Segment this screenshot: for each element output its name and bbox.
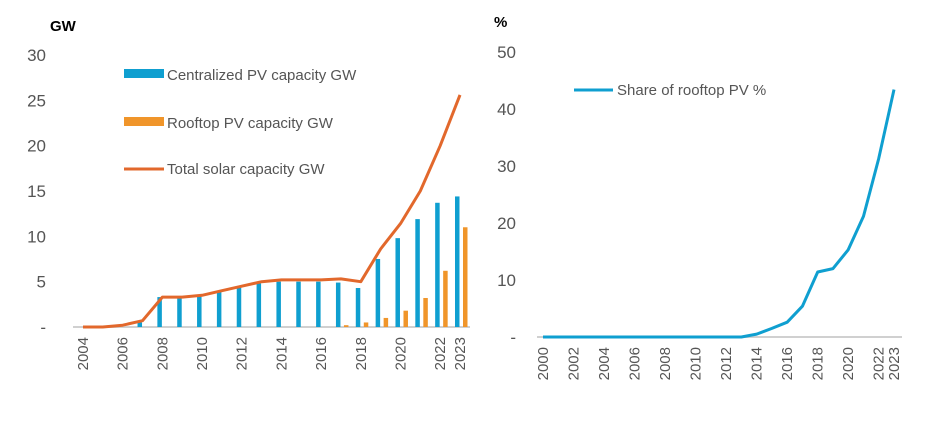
- left-x-tick-label: 2022: [432, 337, 449, 370]
- left-legend: Centralized PV capacity GW Rooftop PV ca…: [124, 67, 357, 178]
- left-bar-centralized: [296, 282, 301, 327]
- left-bar-rooftop: [364, 322, 369, 327]
- left-bar-centralized: [257, 283, 262, 327]
- right-x-tick-label: 2014: [749, 347, 766, 380]
- left-x-tick-label: 2004: [75, 337, 92, 370]
- left-bar-centralized: [336, 283, 341, 327]
- left-y-tick-label: 25: [27, 91, 46, 110]
- left-x-tick-label: 2014: [273, 337, 290, 370]
- capacity-chart: GW Centralized PV capacity GW Rooftop PV…: [27, 18, 470, 370]
- left-bar-centralized: [276, 282, 281, 327]
- left-x-tick-label: 2006: [115, 337, 132, 370]
- right-y-tick-label: 10: [497, 271, 516, 290]
- right-y-tick-label: 30: [497, 157, 516, 176]
- right-x-tick-label: 2000: [535, 347, 552, 380]
- right-unit-label: %: [494, 14, 507, 31]
- rooftop-share-chart: % Share of rooftop PV % - 10 20 30 40 50 2000 2…: [494, 14, 903, 380]
- left-bar-rooftop: [344, 325, 349, 327]
- right-x-tick-label: 2008: [657, 347, 674, 380]
- left-bar-centralized: [435, 203, 440, 327]
- left-bar-centralized: [197, 295, 202, 327]
- legend-swatch-rooftop: [124, 117, 164, 126]
- left-bar-centralized: [455, 196, 460, 327]
- right-y-tick-label: -: [510, 328, 516, 347]
- right-x-tick-label: 2002: [566, 347, 583, 380]
- left-bar-centralized: [237, 287, 242, 327]
- left-bar-centralized: [395, 238, 400, 327]
- left-unit-label: GW: [50, 18, 77, 35]
- left-y-tick-label: 10: [27, 227, 46, 246]
- left-bar-centralized: [177, 297, 182, 327]
- legend-swatch-centralized: [124, 69, 164, 78]
- left-y-tick-label: 15: [27, 182, 46, 201]
- legend-label-share: Share of rooftop PV %: [617, 82, 766, 99]
- left-x-tick-label: 2008: [154, 337, 171, 370]
- right-x-tick-label: 2012: [718, 347, 735, 380]
- right-y-tick-label: 40: [497, 100, 516, 119]
- right-x-tick-label: 2004: [596, 347, 613, 380]
- right-x-tick-label: 2023: [886, 347, 903, 380]
- left-x-tick-label: 2020: [392, 337, 409, 370]
- legend-label-centralized: Centralized PV capacity GW: [167, 67, 357, 84]
- left-y-tick-label: 30: [27, 46, 46, 65]
- left-y-tick-label: 5: [37, 273, 46, 292]
- legend-label-total: Total solar capacity GW: [167, 161, 325, 178]
- left-bar-rooftop: [384, 318, 389, 327]
- left-x-tick-label: 2023: [452, 337, 469, 370]
- left-bar-centralized: [376, 259, 381, 327]
- left-x-tick-label: 2018: [353, 337, 370, 370]
- left-bar-centralized: [356, 288, 361, 327]
- left-x-tick-label: 2012: [234, 337, 251, 370]
- right-x-tick-label: 2010: [688, 347, 705, 380]
- left-x-tick-label: 2016: [313, 337, 330, 370]
- right-y-tick-label: 20: [497, 214, 516, 233]
- left-bar-rooftop: [443, 271, 448, 327]
- left-bar-centralized: [217, 291, 222, 327]
- right-x-tick-label: 2016: [779, 347, 796, 380]
- right-y-tick-label: 50: [497, 43, 516, 62]
- left-x-tick-label: 2010: [194, 337, 211, 370]
- left-bar-centralized: [316, 282, 321, 327]
- left-y-tick-label: -: [40, 318, 46, 337]
- left-y-tick-label: 20: [27, 137, 46, 156]
- right-x-tick-label: 2018: [810, 347, 827, 380]
- left-bar-rooftop: [423, 298, 428, 327]
- legend-label-rooftop: Rooftop PV capacity GW: [167, 115, 334, 132]
- right-x-tick-label: 2020: [840, 347, 857, 380]
- left-bar-rooftop: [403, 311, 408, 327]
- left-bar-rooftop: [463, 227, 468, 327]
- right-line-share-of-rooftop-pv-: [543, 90, 894, 337]
- right-legend: Share of rooftop PV %: [574, 82, 766, 99]
- right-x-tick-label: 2006: [627, 347, 644, 380]
- left-bar-centralized: [415, 219, 420, 327]
